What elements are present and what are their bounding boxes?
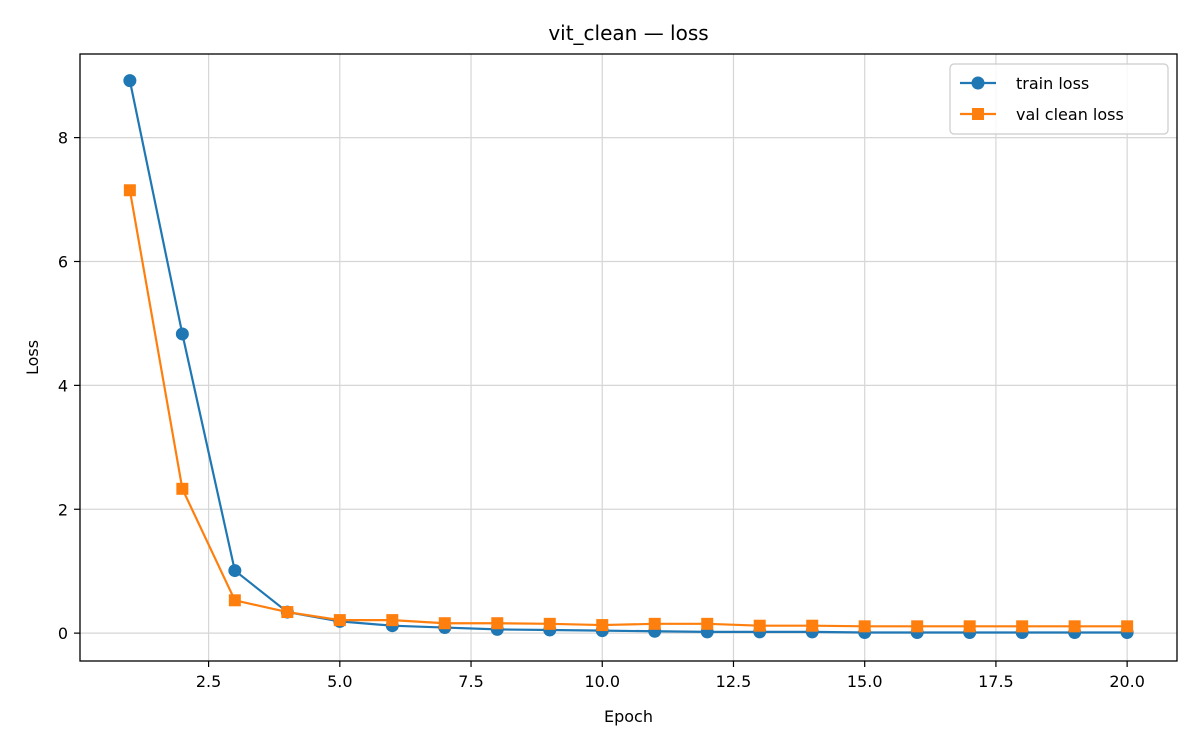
data-point-val-clean-loss <box>1016 620 1029 633</box>
legend-marker <box>971 76 985 90</box>
data-point-val-clean-loss <box>281 606 294 619</box>
chart-title: vit_clean — loss <box>548 21 708 45</box>
data-point-val-clean-loss <box>1121 620 1134 633</box>
legend-item-val-clean-loss: val clean loss <box>960 105 1124 124</box>
data-point-val-clean-loss <box>123 184 136 197</box>
data-point-val-clean-loss <box>386 614 399 627</box>
y-tick-label: 8 <box>58 129 68 148</box>
x-tick-label: 2.5 <box>196 672 221 691</box>
y-tick-label: 4 <box>58 376 68 395</box>
legend-box <box>949 63 1169 135</box>
legend-label: val clean loss <box>1016 105 1124 124</box>
ticks: 2.5 5.0 7.5 10.0 12.5 15.0 17.5 20.0 0 2 4 6 8 <box>58 129 1145 691</box>
x-axis-label: Epoch <box>604 707 653 726</box>
legend-item-train-loss: train loss <box>960 74 1089 93</box>
data-point-val-clean-loss <box>333 614 346 627</box>
data-point-val-clean-loss <box>963 620 976 633</box>
x-tick-label: 12.5 <box>716 672 752 691</box>
data-point-val-clean-loss <box>438 617 451 630</box>
y-tick-label: 0 <box>58 624 68 643</box>
series-line-val-clean-loss <box>128 190 1128 628</box>
legend-marker <box>972 108 984 120</box>
data-point-val-clean-loss <box>858 620 871 633</box>
plot-frame <box>79 53 1178 662</box>
legend: train loss val clean loss <box>949 63 1169 135</box>
data-point-val-clean-loss <box>1068 620 1081 633</box>
x-tick-label: 7.5 <box>458 672 483 691</box>
x-tick-label: 15.0 <box>847 672 883 691</box>
legend-label: train loss <box>1016 74 1089 93</box>
data-point-val-clean-loss <box>701 617 714 630</box>
y-tick-label: 2 <box>58 500 68 519</box>
y-axis-label: Loss <box>23 340 42 375</box>
y-tick-label: 6 <box>58 252 68 271</box>
series-val-clean-loss <box>123 184 1134 633</box>
data-point-val-clean-loss <box>228 594 241 607</box>
data-point-val-clean-loss <box>911 620 924 633</box>
data-point-val-clean-loss <box>806 619 819 632</box>
series-layer <box>123 74 1134 640</box>
x-tick-label: 20.0 <box>1109 672 1145 691</box>
data-point-train-loss <box>175 327 189 341</box>
data-point-train-loss <box>228 564 242 578</box>
data-point-val-clean-loss <box>596 619 609 632</box>
data-point-val-clean-loss <box>176 482 189 495</box>
x-tick-label: 10.0 <box>584 672 620 691</box>
x-tick-label: 5.0 <box>327 672 352 691</box>
data-point-train-loss <box>123 74 137 88</box>
grid <box>80 54 1177 661</box>
data-point-val-clean-loss <box>648 617 661 630</box>
data-point-val-clean-loss <box>543 617 556 630</box>
x-tick-label: 17.5 <box>978 672 1014 691</box>
data-point-val-clean-loss <box>753 619 766 632</box>
data-point-val-clean-loss <box>491 617 504 630</box>
